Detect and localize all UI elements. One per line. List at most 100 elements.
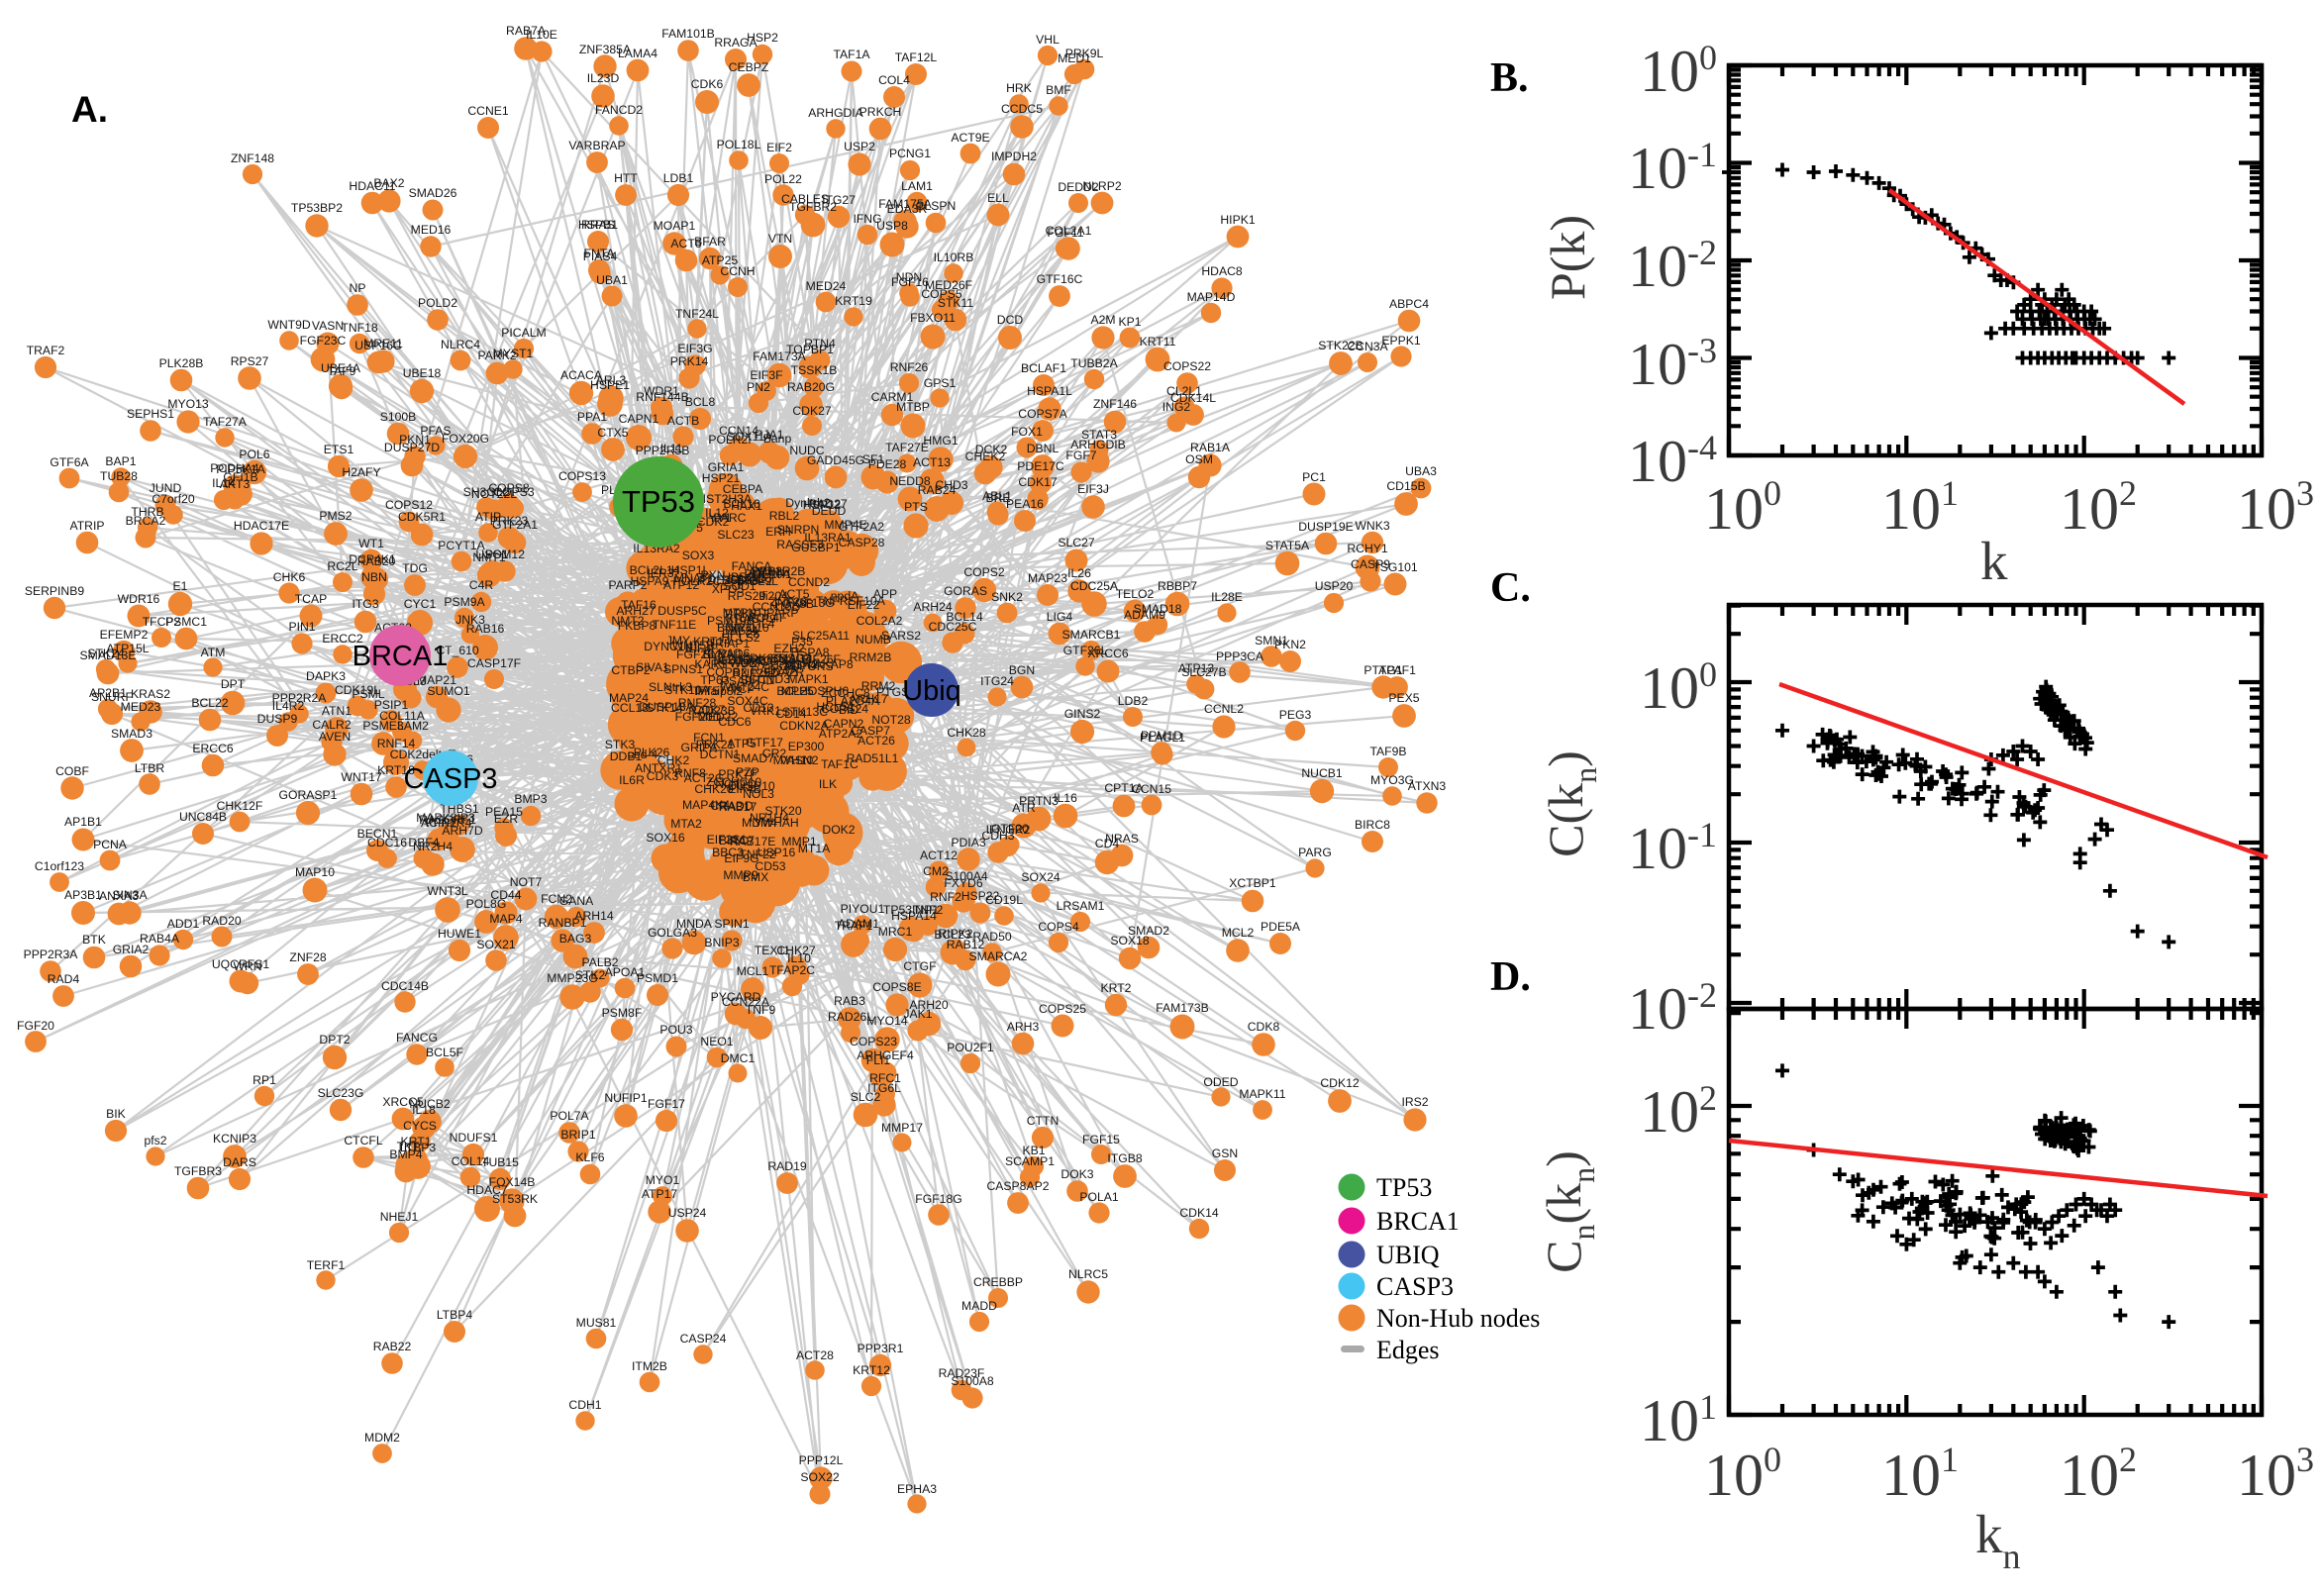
svg-text:MAPK11: MAPK11: [1239, 1087, 1285, 1101]
svg-text:KRAS: KRAS: [726, 612, 758, 626]
svg-text:STK2: STK2: [575, 968, 606, 982]
svg-text:CD19L: CD19L: [985, 893, 1023, 907]
svg-text:MCL2: MCL2: [1222, 926, 1255, 940]
svg-text:BID: BID: [839, 703, 859, 717]
svg-text:IMPDH2: IMPDH2: [991, 150, 1037, 163]
svg-text:PFAS: PFAS: [420, 424, 451, 438]
svg-text:ETS1: ETS1: [324, 443, 354, 456]
svg-text:SMARCB1: SMARCB1: [1062, 628, 1121, 642]
svg-text:ATP5: ATP5: [727, 737, 757, 750]
svg-text:DCN: DCN: [770, 659, 796, 673]
svg-text:ANTXR1: ANTXR1: [635, 761, 682, 775]
svg-text:HIPK1: HIPK1: [1220, 213, 1255, 227]
svg-text:CDH1: CDH1: [568, 1398, 601, 1412]
svg-text:CTX5: CTX5: [597, 426, 628, 440]
svg-text:MAP21: MAP21: [417, 673, 456, 687]
svg-text:ELL: ELL: [987, 191, 1009, 205]
svg-text:PPP28: PPP28: [722, 627, 759, 641]
svg-text:ARH27: ARH27: [616, 604, 656, 618]
svg-text:C7orf20: C7orf20: [152, 492, 195, 506]
svg-text:PSMD1: PSMD1: [637, 971, 678, 985]
svg-text:BECN1: BECN1: [357, 827, 398, 841]
svg-text:HSPA14: HSPA14: [891, 909, 937, 923]
svg-text:TFCP2: TFCP2: [143, 615, 181, 629]
svg-text:MMP17: MMP17: [881, 1121, 923, 1135]
svg-text:RAD27: RAD27: [808, 497, 848, 511]
svg-text:WDR16: WDR16: [118, 592, 160, 606]
svg-text:101: 101: [1881, 473, 1959, 542]
svg-text:ZNF146: ZNF146: [1093, 397, 1137, 411]
svg-text:PSM12: PSM12: [485, 548, 525, 561]
svg-text:TOPORS: TOPORS: [782, 659, 833, 673]
svg-text:CD13: CD13: [743, 701, 773, 715]
svg-text:CDC6: CDC6: [718, 715, 751, 729]
svg-text:PDE26D: PDE26D: [699, 573, 747, 587]
svg-text:ERH: ERH: [765, 525, 791, 539]
svg-text:ARH3: ARH3: [1007, 1020, 1040, 1034]
svg-text:BRCA1: BRCA1: [1376, 1207, 1460, 1236]
svg-text:PRK23: PRK23: [490, 514, 529, 528]
svg-text:PICALM: PICALM: [501, 326, 546, 340]
svg-text:COPS13: COPS13: [558, 469, 606, 483]
svg-text:USO1: USO1: [475, 548, 508, 561]
svg-text:STK13C: STK13C: [782, 705, 828, 719]
svg-text:CCNE1: CCNE1: [467, 104, 509, 118]
svg-text:IFNGR2: IFNGR2: [986, 823, 1031, 837]
svg-text:AP1B1: AP1B1: [64, 815, 102, 829]
svg-text:pfs2: pfs2: [144, 1134, 166, 1147]
svg-text:HDAC17E: HDAC17E: [234, 519, 289, 533]
svg-text:NOT2D: NOT2D: [715, 777, 757, 791]
svg-text:GANA: GANA: [559, 894, 594, 908]
svg-text:AP2B1: AP2B1: [89, 686, 127, 700]
svg-text:PSMC1: PSMC1: [165, 615, 207, 629]
svg-text:CD53: CD53: [755, 859, 785, 873]
svg-text:ALG9: ALG9: [755, 654, 785, 668]
svg-text:EIF3F: EIF3F: [750, 368, 782, 382]
svg-text:CR2: CR2: [762, 747, 787, 760]
svg-text:IL4R2: IL4R2: [272, 699, 305, 713]
svg-text:LAM2: LAM2: [397, 719, 429, 733]
svg-text:PDE10A: PDE10A: [745, 567, 792, 581]
svg-text:LRSAM1: LRSAM1: [1057, 899, 1105, 913]
svg-text:Non-Hub nodes: Non-Hub nodes: [1376, 1304, 1540, 1333]
svg-text:GRIPA: GRIPA: [680, 741, 718, 754]
svg-text:NRAS: NRAS: [1105, 832, 1139, 846]
svg-text:PSML: PSML: [352, 687, 384, 701]
svg-text:SLC23: SLC23: [717, 528, 754, 542]
svg-text:FGF17: FGF17: [648, 1097, 685, 1111]
svg-text:TELO2: TELO2: [1116, 587, 1155, 601]
svg-text:MAP23: MAP23: [1028, 571, 1067, 585]
svg-text:SOX24: SOX24: [1021, 870, 1060, 884]
svg-text:NR2H4: NR2H4: [413, 840, 453, 853]
svg-text:PARK2: PARK2: [477, 349, 516, 362]
svg-text:GTF26L: GTF26L: [1063, 644, 1108, 657]
svg-text:PXN: PXN: [700, 568, 725, 582]
svg-text:ARH24: ARH24: [913, 600, 953, 614]
svg-text:MED24: MED24: [806, 279, 847, 293]
svg-text:IL12: IL12: [705, 506, 729, 520]
svg-text:CASP28: CASP28: [839, 536, 885, 549]
svg-text:STK14: STK14: [646, 701, 682, 715]
svg-text:POL8G: POL8G: [466, 897, 507, 911]
svg-text:NUFIP1: NUFIP1: [604, 1091, 648, 1105]
svg-text:SEPHS1: SEPHS1: [127, 407, 174, 421]
svg-text:BBC3: BBC3: [712, 846, 744, 859]
svg-text:CAPN1: CAPN1: [619, 412, 659, 426]
svg-text:SOD1: SOD1: [723, 579, 756, 593]
svg-text:SLNtrk3: SLNtrk3: [649, 680, 692, 694]
svg-text:TAF12L: TAF12L: [895, 50, 938, 64]
svg-text:MED22: MED22: [698, 710, 739, 724]
svg-text:NP: NP: [350, 281, 366, 295]
svg-text:UBA3: UBA3: [1405, 464, 1437, 478]
svg-text:MED26F: MED26F: [925, 278, 972, 292]
svg-text:NOL3: NOL3: [743, 787, 774, 801]
svg-text:ACT6: ACT6: [670, 237, 701, 250]
svg-text:RAB20G: RAB20G: [787, 380, 835, 394]
svg-text:GTF4: GTF4: [785, 658, 816, 672]
svg-text:BCL22: BCL22: [191, 696, 228, 710]
svg-text:RNF14: RNF14: [377, 737, 416, 750]
svg-text:TP53: TP53: [622, 484, 695, 519]
svg-text:COPS2: COPS2: [963, 565, 1005, 579]
svg-text:SLC25A11: SLC25A11: [792, 629, 850, 643]
svg-text:HSP12: HSP12: [803, 498, 842, 512]
